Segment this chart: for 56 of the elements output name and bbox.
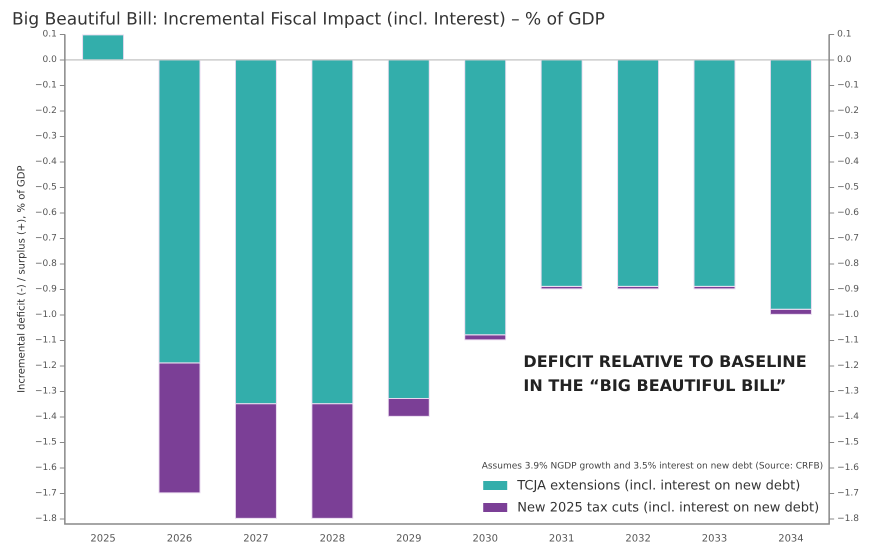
y2-tick-label: −1.6 (837, 463, 860, 474)
x-tick-label: 2033 (702, 534, 728, 545)
y-tick-label: 0.1 (42, 30, 57, 40)
y-tick-label: −0.1 (34, 80, 57, 91)
y2-tick-label: −1.0 (837, 310, 860, 320)
y-tick-label: −1.3 (34, 386, 57, 397)
y-tick-label: −0.5 (34, 182, 57, 193)
legend-label: New 2025 tax cuts (incl. interest on new debt) (517, 500, 820, 516)
x-tick-label: 2027 (243, 534, 269, 545)
x-tick-label: 2030 (472, 534, 498, 545)
y2-tick-label: −1.2 (837, 361, 860, 372)
y2-tick-label: −0.2 (837, 106, 860, 116)
legend-label: TCJA extensions (incl. interest on new debt) (516, 478, 800, 494)
y2-tick-label: −0.5 (837, 182, 860, 193)
y-tick-label: −0.8 (34, 259, 58, 270)
x-tick-label: 2026 (166, 534, 192, 545)
y-tick-label: −0.9 (34, 284, 58, 295)
y2-tick-label: −1.1 (837, 336, 860, 346)
y-tick-label: −1.2 (34, 361, 57, 372)
y-tick-label: −1.8 (34, 514, 58, 524)
y2-tick-label: 0.0 (837, 55, 852, 66)
x-tick-label: 2031 (548, 534, 574, 545)
chart-title: Big Beautiful Bill: Incremental Fiscal Impact (incl. Interest) – % of GDP (12, 10, 605, 30)
y-tick-label: −1.0 (34, 310, 58, 320)
y-tick-label: −1.1 (34, 336, 57, 346)
x-tick-label: 2025 (90, 534, 116, 545)
y2-tick-label: −1.5 (837, 438, 860, 448)
y-tick-label: −0.4 (34, 157, 58, 168)
y-axis-title: Incremental deficit (-) / surplus (+), % of GDP (16, 165, 28, 393)
x-tick-label: 2028 (320, 534, 346, 545)
y2-tick-label: 0.1 (837, 30, 852, 40)
y2-tick-label: −1.7 (837, 488, 860, 499)
y-tick-label: 0.0 (42, 55, 58, 66)
y2-tick-label: −0.4 (837, 157, 860, 168)
y2-tick-label: −1.4 (837, 412, 860, 422)
x-tick-label: 2032 (625, 534, 651, 545)
y2-tick-label: −0.9 (837, 284, 860, 295)
x-tick-label: 2029 (396, 534, 422, 545)
y2-tick-label: −1.8 (837, 514, 860, 524)
y-tick-label: −1.5 (34, 438, 57, 448)
y2-tick-label: −0.6 (837, 208, 860, 218)
y-tick-label: −1.4 (34, 412, 58, 422)
y2-tick-label: −0.3 (837, 132, 860, 142)
y-tick-label: −0.7 (34, 234, 57, 244)
y2-tick-label: −0.8 (837, 259, 860, 270)
y-tick-label: −1.7 (34, 488, 57, 499)
y2-tick-label: −1.3 (837, 386, 860, 397)
y-tick-label: −0.2 (34, 106, 57, 116)
annotation: DEFICIT RELATIVE TO BASELINE IN THE “BIG BEAUTIFUL BILL” (523, 352, 807, 396)
y-tick-label: −0.3 (34, 132, 57, 142)
y-tick-label: −1.6 (34, 463, 58, 474)
y2-tick-label: −0.7 (837, 234, 860, 244)
y-tick-label: −0.6 (34, 208, 58, 218)
legend-title: Assumes 3.9% NGDP growth and 3.5% interest on new debt (Source: CRFB) (482, 461, 824, 472)
x-tick-label: 2034 (778, 534, 804, 545)
y2-tick-label: −0.1 (837, 80, 860, 91)
